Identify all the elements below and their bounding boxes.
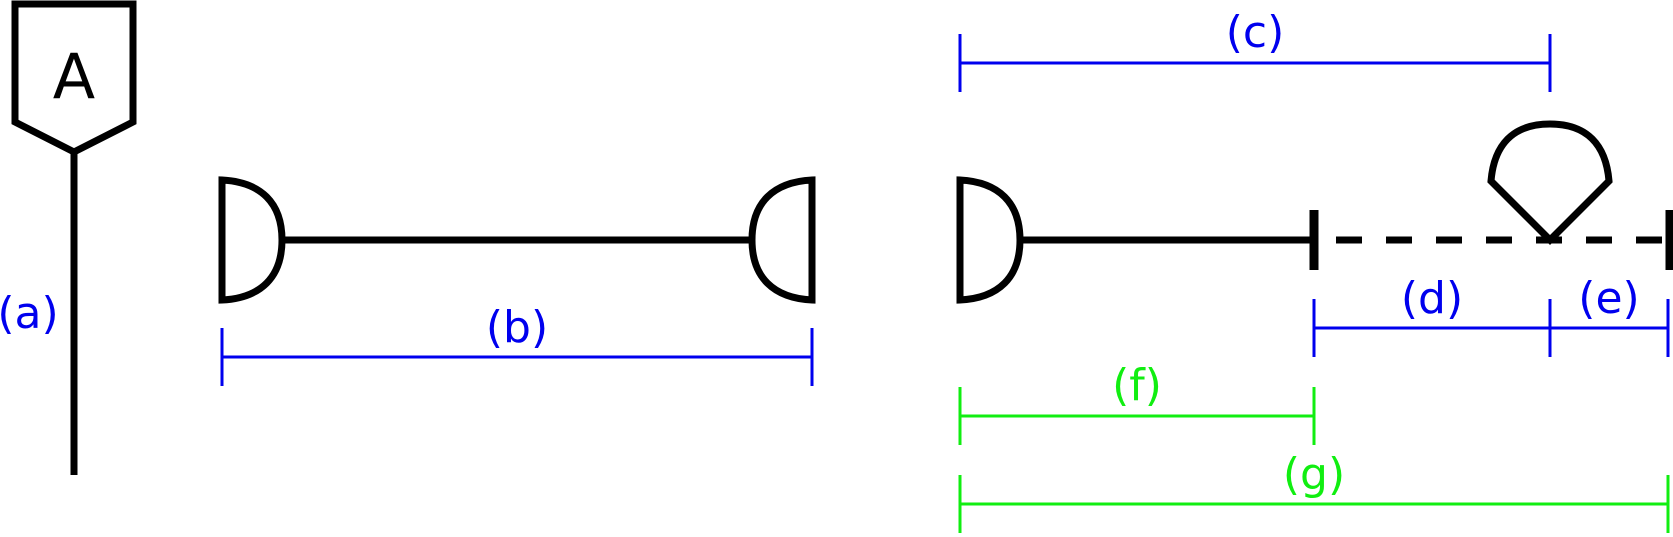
dimension-e (1550, 299, 1670, 357)
node-a-group: A (11, 0, 137, 475)
label-a: (a) (0, 288, 59, 339)
label-e: (e) (1578, 273, 1639, 324)
dimension-g (958, 475, 1670, 533)
d-shape-left-icon (956, 176, 1024, 304)
dimension-b (220, 328, 814, 386)
label-f: (f) (1112, 360, 1162, 411)
label-c: (c) (1226, 7, 1285, 58)
node-letter: A (53, 40, 95, 113)
d-shape-left-icon (218, 176, 286, 304)
label-g: (g) (1283, 449, 1345, 500)
pentagon-node-icon (11, 0, 137, 156)
dimension-c (958, 34, 1552, 92)
middle-connection-group (218, 176, 816, 304)
d-shape-right-icon (748, 176, 816, 304)
teardrop-marker-icon (1487, 120, 1613, 245)
right-connection-group (956, 120, 1673, 304)
dimension-f (958, 387, 1316, 445)
label-b: (b) (486, 302, 548, 353)
label-d: (d) (1401, 273, 1463, 324)
